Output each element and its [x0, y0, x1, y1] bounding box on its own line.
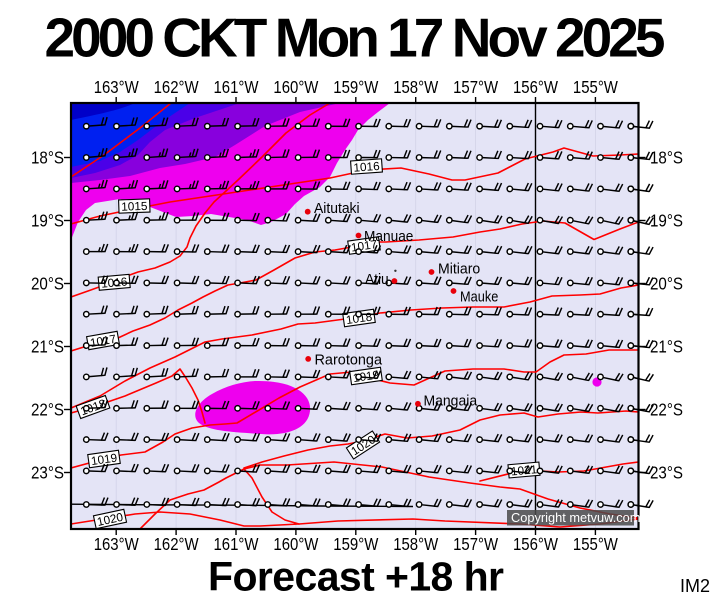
- svg-text:Mitiaro: Mitiaro: [438, 261, 480, 278]
- svg-text:156°W: 156°W: [513, 534, 558, 554]
- svg-text:Atiu: Atiu: [365, 271, 389, 288]
- svg-text:Rarotonga: Rarotonga: [315, 352, 383, 369]
- svg-text:20°S: 20°S: [31, 274, 64, 294]
- svg-text:162°W: 162°W: [154, 534, 199, 554]
- svg-text:159°W: 159°W: [333, 534, 378, 554]
- svg-text:2000 CKT Mon 17 Nov 2025: 2000 CKT Mon 17 Nov 2025: [45, 7, 666, 69]
- svg-text:Copyright metvuw.com: Copyright metvuw.com: [511, 510, 640, 525]
- svg-text:1019: 1019: [90, 451, 118, 469]
- svg-text:158°W: 158°W: [393, 534, 438, 554]
- svg-text:1016: 1016: [353, 159, 381, 175]
- svg-text:19°S: 19°S: [31, 211, 64, 231]
- svg-text:Mangaia: Mangaia: [424, 393, 478, 410]
- svg-text:22°S: 22°S: [650, 400, 683, 420]
- svg-text:IM2: IM2: [680, 576, 710, 596]
- svg-text:21°S: 21°S: [31, 337, 64, 357]
- svg-text:160°W: 160°W: [273, 77, 318, 97]
- svg-text:21°S: 21°S: [650, 337, 683, 357]
- svg-text:23°S: 23°S: [650, 463, 683, 483]
- svg-text:160°W: 160°W: [273, 534, 318, 554]
- svg-text:161°W: 161°W: [214, 534, 259, 554]
- svg-text:155°W: 155°W: [573, 77, 618, 97]
- svg-text:1020: 1020: [96, 510, 125, 529]
- svg-text:18°S: 18°S: [650, 148, 683, 168]
- svg-text:157°W: 157°W: [453, 77, 498, 97]
- svg-text:Manuae: Manuae: [364, 228, 413, 245]
- svg-text:163°W: 163°W: [94, 534, 139, 554]
- svg-text:162°W: 162°W: [154, 77, 199, 97]
- svg-text:Forecast +18 hr: Forecast +18 hr: [208, 554, 504, 600]
- svg-text:158°W: 158°W: [393, 77, 438, 97]
- svg-text:1019: 1019: [352, 368, 380, 386]
- svg-text:22°S: 22°S: [31, 400, 64, 420]
- svg-text:159°W: 159°W: [333, 77, 378, 97]
- svg-text:23°S: 23°S: [31, 463, 64, 483]
- svg-text:1015: 1015: [121, 199, 148, 214]
- svg-text:157°W: 157°W: [453, 534, 498, 554]
- svg-text:18°S: 18°S: [31, 148, 64, 168]
- svg-text:163°W: 163°W: [94, 77, 139, 97]
- svg-text:19°S: 19°S: [650, 211, 683, 231]
- svg-text:Aitutaki: Aitutaki: [314, 200, 360, 217]
- svg-text:Mauke: Mauke: [460, 289, 498, 306]
- svg-text:155°W: 155°W: [573, 534, 618, 554]
- svg-text:161°W: 161°W: [214, 77, 259, 97]
- svg-text:156°W: 156°W: [513, 77, 558, 97]
- svg-text:20°S: 20°S: [650, 274, 683, 294]
- svg-text:1021: 1021: [510, 462, 537, 478]
